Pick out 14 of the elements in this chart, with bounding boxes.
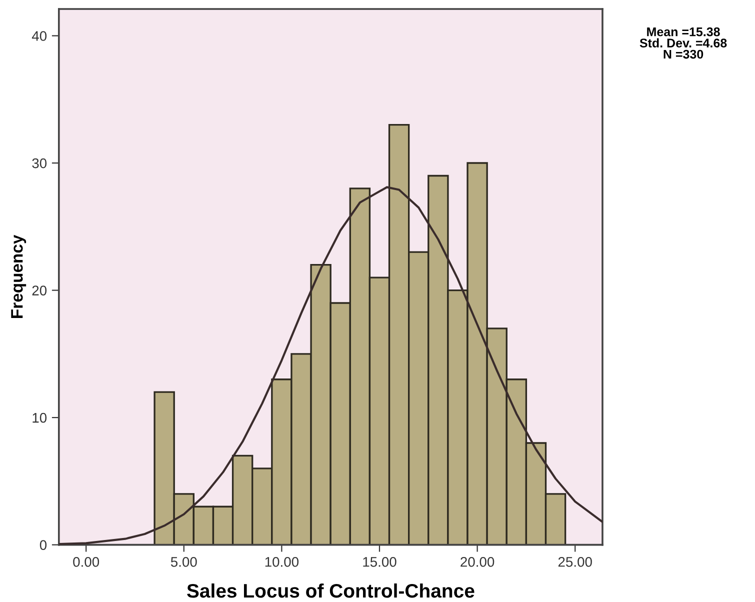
x-tick-label: 20.00 [460, 556, 494, 567]
y-tick-label: 0 [40, 540, 47, 550]
x-tick-label: 15.00 [363, 556, 396, 567]
x-tick-label: 0.00 [73, 556, 100, 567]
x-tick-label: 5.00 [170, 556, 197, 567]
text: Mean =15.38 Std. Dev. =4.68 N =330 [640, 27, 727, 59]
x-tick-label: 10.00 [265, 556, 299, 567]
y-tick-label: 10 [32, 412, 47, 423]
y-axis-title: Frequency [11, 234, 26, 318]
y-tick-label: 40 [32, 31, 47, 41]
x-axis-title: Sales Locus of Control-Chance [187, 583, 474, 598]
x-tick-label: 25.00 [558, 556, 592, 567]
y-tick-label: 30 [32, 158, 47, 168]
y-tick-label: 20 [32, 286, 47, 296]
